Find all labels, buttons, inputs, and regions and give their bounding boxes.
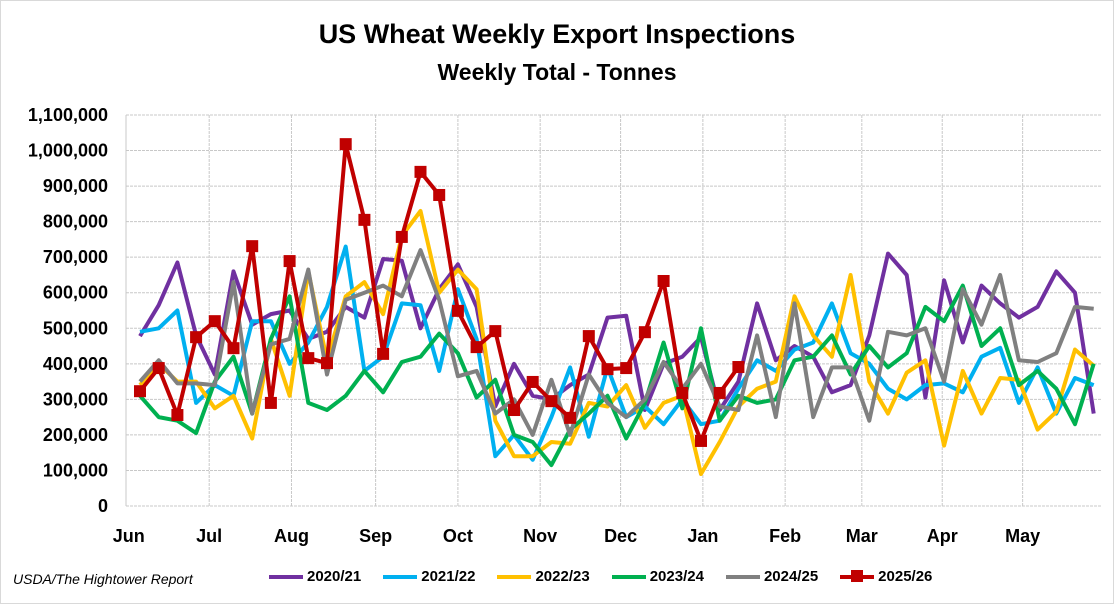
data-point-2025-26 [152, 362, 165, 375]
legend-swatch [383, 574, 418, 579]
data-point-2025-26 [302, 352, 315, 365]
legend-swatch [725, 574, 760, 579]
data-point-2025-26 [264, 396, 277, 409]
legend-label: 2021/22 [421, 568, 476, 585]
legend-swatch [497, 574, 532, 579]
data-point-2025-26 [395, 230, 408, 243]
legend-item: 2020/21 [269, 568, 361, 585]
y-tick-label: 800,000 [43, 212, 108, 232]
y-tick-label: 100,000 [43, 460, 108, 480]
data-point-2025-26 [246, 240, 259, 253]
y-tick-label: 0 [98, 496, 108, 516]
legend-item: 2024/25 [725, 568, 819, 585]
x-tick-label: Feb [769, 526, 801, 546]
data-point-2025-26 [564, 411, 577, 424]
legend: 2020/21 2021/22 2022/23 2023/24 2024/25 2025/… [269, 568, 954, 585]
y-tick-label: 200,000 [43, 425, 108, 445]
data-point-2025-26 [451, 304, 464, 317]
legend-swatch [840, 569, 875, 582]
y-tick-label: 600,000 [43, 283, 108, 303]
data-point-2025-26 [171, 409, 184, 422]
x-tick-label: Sep [359, 526, 392, 546]
legend-item: 2021/22 [383, 568, 475, 585]
data-point-2025-26 [657, 274, 670, 287]
series-line-2024-25 [138, 248, 1094, 437]
source-note: USDA/The Hightower Report [13, 571, 193, 587]
data-point-2025-26 [433, 188, 446, 201]
x-tick-label: Oct [443, 526, 473, 546]
legend-label: 2025/26 [878, 568, 933, 585]
data-point-2025-26 [508, 404, 520, 417]
y-tick-label: 1,000,000 [28, 141, 108, 161]
y-tick-label: 500,000 [43, 318, 108, 338]
x-tick-label: Jul [196, 526, 222, 546]
data-point-2025-26 [414, 165, 427, 178]
chart-title: US Wheat Weekly Export Inspections [318, 19, 796, 49]
data-point-2025-26 [208, 315, 221, 328]
legend-swatch [269, 574, 303, 579]
data-point-2025-26 [620, 362, 633, 375]
x-tick-label: Jan [687, 526, 718, 546]
chart-subtitle: Weekly Total - Tonnes [437, 59, 677, 85]
data-point-2025-26 [283, 255, 296, 268]
data-point-2025-26 [470, 341, 483, 354]
legend-label: 2020/21 [307, 568, 362, 585]
series-line-2022-23 [138, 209, 1096, 476]
x-tick-label: Jun [113, 526, 145, 546]
data-point-2025-26 [638, 326, 651, 339]
legend-item: 2022/23 [497, 568, 590, 585]
y-tick-label: 400,000 [43, 354, 108, 374]
data-point-2025-26 [582, 330, 595, 343]
y-tick-label: 900,000 [43, 176, 108, 196]
data-point-2025-26 [358, 213, 371, 226]
x-tick-label: Aug [274, 526, 309, 546]
data-point-2025-26 [676, 386, 689, 399]
data-point-2025-26 [321, 357, 333, 370]
x-tick-label: Apr [927, 526, 958, 546]
data-point-2025-26 [227, 342, 240, 355]
data-point-2025-26 [545, 395, 558, 408]
y-tick-label: 700,000 [43, 247, 108, 267]
x-tick-label: Mar [846, 526, 878, 546]
legend-label: 2024/25 [763, 568, 819, 585]
data-point-2025-26 [713, 386, 726, 399]
data-point-2025-26 [695, 434, 707, 447]
legend-label: 2022/23 [535, 568, 590, 585]
data-point-2025-26 [377, 347, 390, 360]
x-tick-label: Dec [604, 526, 637, 546]
data-point-2025-26 [732, 361, 745, 374]
data-point-2025-26 [526, 375, 539, 388]
data-point-2025-26 [339, 138, 352, 151]
x-tick-label: Nov [523, 526, 557, 546]
y-tick-label: 1,100,000 [28, 105, 108, 125]
data-point-2025-26 [190, 331, 203, 344]
data-point-2025-26 [489, 325, 502, 338]
x-tick-label: May [1005, 526, 1040, 546]
legend-label: 2023/24 [649, 568, 704, 585]
legend-item: 2025/26 [840, 568, 932, 585]
legend-item: 2023/24 [611, 568, 704, 585]
data-point-2025-26 [601, 363, 614, 376]
legend-swatch [611, 574, 646, 579]
legend-marker-icon [851, 569, 864, 582]
y-tick-label: 300,000 [43, 389, 108, 409]
data-point-2025-26 [134, 385, 146, 398]
series-line-2023-24 [138, 283, 1096, 468]
